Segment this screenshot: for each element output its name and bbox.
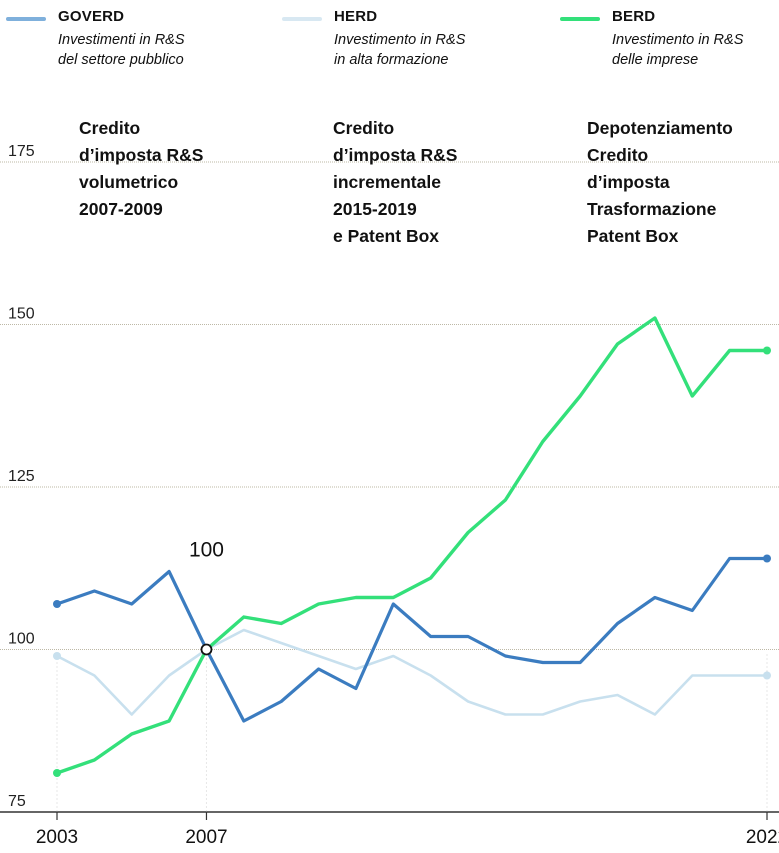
- annotation-line: Credito: [587, 145, 649, 165]
- legend-swatch-berd: [560, 17, 600, 21]
- annotation-line: Patent Box: [587, 226, 679, 246]
- legend-swatch-herd: [282, 17, 322, 21]
- annotation-line: 2015-2019: [333, 199, 417, 219]
- annotation-line: e Patent Box: [333, 226, 439, 246]
- series-end-dot-goverd: [763, 554, 771, 563]
- y-tick-label: 175: [8, 143, 35, 160]
- x-tick-label: 2007: [185, 827, 227, 848]
- annotation-line: d’imposta R&S: [79, 145, 204, 165]
- series-start-dot-goverd: [53, 600, 61, 608]
- annotation-line: 2007-2009: [79, 199, 163, 219]
- annotation-line: Credito: [79, 118, 141, 138]
- series-end-dot-berd: [763, 346, 771, 355]
- legend-desc-line: Investimenti in R&S: [58, 32, 185, 48]
- annotation-line: Credito: [333, 118, 395, 138]
- x-tick-label: 2003: [36, 827, 78, 848]
- annotation-line: incrementale: [333, 172, 441, 192]
- series-line-berd: [55, 316, 769, 775]
- legend-desc-line: del settore pubblico: [58, 52, 184, 68]
- y-tick-label: 75: [8, 793, 26, 810]
- series-end-dot-herd: [763, 671, 771, 680]
- annotation-line: Depotenziamento: [587, 118, 733, 138]
- legend-swatch-goverd: [6, 17, 46, 21]
- base-year-marker: [200, 643, 213, 656]
- legend-desc-line: delle imprese: [612, 52, 699, 68]
- legend-desc-goverd: Investimenti in R&S del settore pubblico: [58, 30, 258, 70]
- legend-desc-line: Investimento in R&S: [334, 32, 466, 48]
- annotation-line: volumetrico: [79, 172, 179, 192]
- legend-desc-herd: Investimento in R&S in alta formazione: [334, 30, 534, 70]
- y-tick-label: 150: [8, 306, 35, 323]
- legend-title-herd: HERD: [334, 8, 378, 25]
- annotation-line: Trasformazione: [587, 199, 717, 219]
- series-start-dot-berd: [53, 769, 61, 777]
- legend-desc-line: Investimento in R&S: [612, 32, 744, 48]
- x-tick-label: 2022: [746, 827, 779, 848]
- annotation-depotenziamento: Depotenziamento Credito d’imposta Trasfo…: [587, 115, 733, 250]
- series-start-dot-herd: [53, 652, 61, 660]
- annotation-line: d’imposta: [587, 172, 670, 192]
- series-line-goverd: [55, 556, 769, 723]
- legend-title-berd: BERD: [612, 8, 656, 25]
- base-value-label: 100: [189, 539, 224, 562]
- legend-desc-berd: Investimento in R&S delle imprese: [612, 30, 779, 70]
- annotation-credito-incrementale: Credito d’imposta R&S incrementale 2015-…: [333, 115, 457, 250]
- y-tick-label: 125: [8, 468, 35, 485]
- y-tick-label: 100: [8, 631, 35, 648]
- legend-title-goverd: GOVERD: [58, 8, 125, 25]
- annotation-credito-volumetrico: Credito d’imposta R&S volumetrico 2007-2…: [79, 115, 203, 223]
- annotation-line: d’imposta R&S: [333, 145, 458, 165]
- legend-desc-line: in alta formazione: [334, 52, 449, 68]
- series-line-herd: [55, 628, 769, 716]
- legend: GOVERD Investimenti in R&S del settore p…: [0, 8, 779, 78]
